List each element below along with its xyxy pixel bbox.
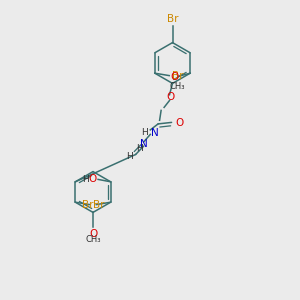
Text: O: O: [176, 118, 184, 128]
Text: H: H: [126, 152, 133, 161]
Text: O: O: [166, 92, 174, 102]
Text: H: H: [136, 144, 143, 153]
Text: N: N: [140, 139, 148, 149]
Text: N: N: [151, 128, 159, 138]
Text: CH₃: CH₃: [85, 235, 101, 244]
Text: Br: Br: [82, 200, 93, 210]
Text: Br: Br: [93, 200, 104, 210]
Text: H: H: [142, 128, 148, 136]
Text: O: O: [170, 72, 178, 82]
Text: CH₃: CH₃: [169, 82, 185, 91]
Text: H: H: [82, 176, 89, 184]
Text: Br: Br: [167, 14, 178, 24]
Text: Br: Br: [172, 71, 184, 81]
Text: O: O: [89, 229, 97, 239]
Text: O: O: [88, 174, 96, 184]
